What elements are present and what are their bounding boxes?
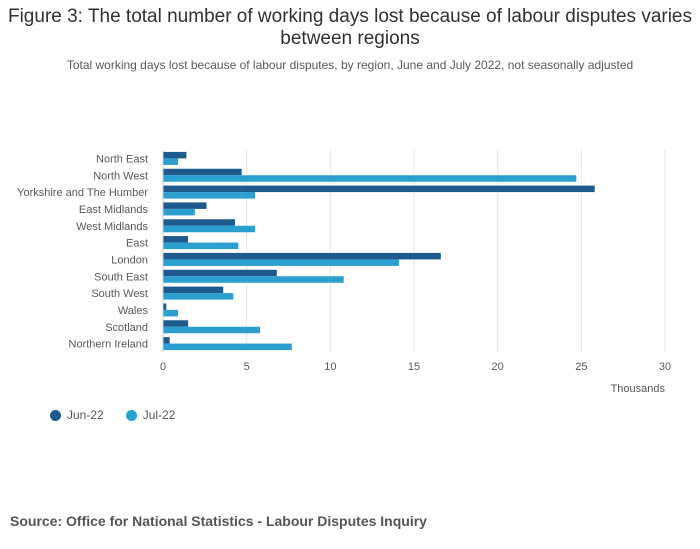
bar-jul: [163, 259, 399, 266]
x-tick-label: 20: [492, 361, 504, 373]
bar-jun: [163, 303, 167, 310]
bar-jun: [163, 151, 187, 159]
bar-jun: [163, 185, 595, 193]
category-label: Scotland: [105, 322, 148, 334]
legend-label-jun: Jun-22: [67, 408, 104, 422]
bar-jul: [163, 309, 179, 317]
bar-jul: [163, 276, 344, 283]
bar-jun: [163, 337, 170, 344]
bar-jul: [163, 293, 234, 300]
category-label: London: [111, 254, 148, 266]
bar-jun: [163, 236, 189, 243]
bar-jul: [163, 192, 256, 199]
category-label: South West: [91, 288, 148, 300]
x-tick-label: 10: [324, 361, 336, 373]
x-tick-label: 0: [160, 361, 166, 373]
legend-item-jul[interactable]: Jul-22: [125, 408, 176, 422]
legend-marker-jul: [125, 409, 137, 421]
legend-label-jul: Jul-22: [142, 408, 176, 422]
category-label: West Midlands: [76, 221, 148, 233]
x-tick-label: 30: [659, 361, 671, 373]
bar-jul: [163, 326, 261, 334]
category-label: North West: [93, 170, 148, 182]
bar-jun: [163, 320, 189, 327]
bar-jul: [163, 175, 577, 182]
chart-title: Figure 3: The total number of working da…: [7, 6, 693, 49]
category-label: Northern Ireland: [69, 339, 149, 351]
x-tick-label: 25: [575, 361, 587, 373]
x-tick-label: 15: [408, 361, 420, 373]
bar-jun: [163, 269, 277, 277]
bar-jun: [163, 202, 207, 209]
category-label: East Midlands: [79, 204, 149, 216]
chart-subtitle: Total working days lost because of labou…: [66, 58, 634, 72]
legend-item-jun[interactable]: Jun-22: [50, 408, 104, 422]
category-label: South East: [94, 271, 148, 283]
bar-jul: [163, 343, 292, 351]
x-tick-label: 5: [244, 361, 250, 373]
chart-legend: Jun-22 Jul-22: [50, 408, 175, 422]
bar-jul: [163, 158, 179, 165]
bar-jun: [163, 168, 242, 176]
bar-jun: [163, 219, 235, 226]
bar-jun: [163, 286, 224, 294]
bar-jul: [163, 242, 239, 250]
bar-jul: [163, 208, 195, 216]
category-label: Wales: [118, 305, 149, 317]
category-label: North East: [96, 153, 148, 165]
bar-jul: [163, 225, 256, 233]
category-label: Yorkshire and The Humber: [17, 187, 148, 199]
x-axis-label: Thousands: [611, 383, 666, 395]
source-note: Source: Office for National Statistics -…: [10, 513, 427, 529]
legend-marker-jun: [50, 409, 61, 421]
bar-jun: [163, 252, 441, 260]
category-label: East: [126, 238, 148, 250]
